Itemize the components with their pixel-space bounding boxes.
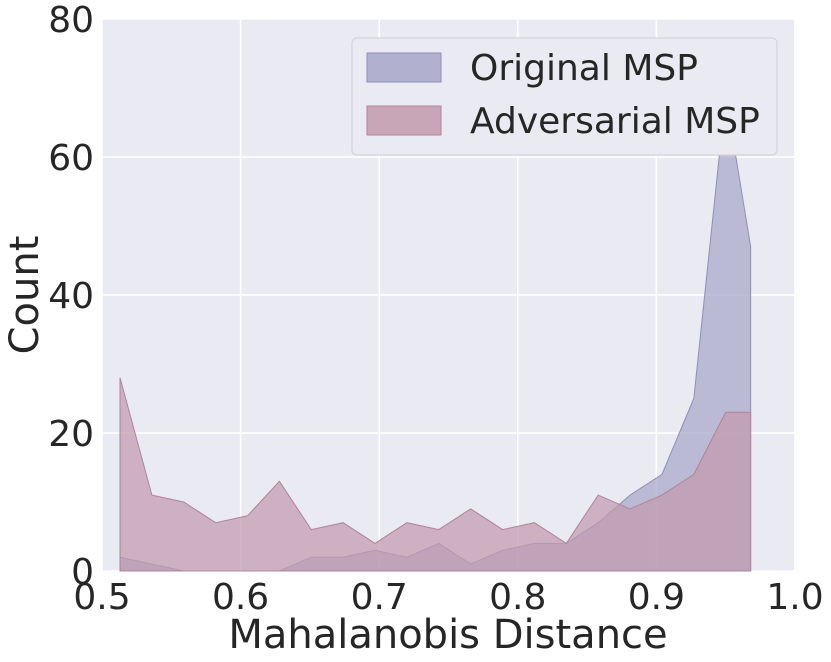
x-axis-label: Mahalanobis Distance bbox=[228, 612, 667, 658]
y-tick-label: 40 bbox=[48, 276, 94, 317]
x-tick-label: 0.6 bbox=[212, 577, 269, 618]
legend-label-adversarial: Adversarial MSP bbox=[470, 101, 760, 142]
y-tick-label: 0 bbox=[71, 552, 94, 593]
x-tick-label: 1.0 bbox=[766, 577, 823, 618]
series-area-adversarial-msp bbox=[119, 377, 752, 572]
x-tick-label: 0.9 bbox=[628, 577, 685, 618]
x-tick-label: 0.5 bbox=[73, 577, 130, 618]
y-tick-label: 60 bbox=[48, 138, 94, 179]
legend-swatch-original bbox=[366, 52, 442, 83]
legend-frame bbox=[351, 37, 778, 156]
x-tick-labels: 0.5 0.6 0.7 0.8 0.9 1.0 bbox=[73, 577, 823, 618]
x-tick-label: 0.7 bbox=[351, 577, 408, 618]
y-tick-label: 20 bbox=[48, 414, 94, 455]
y-tick-labels: 0 20 40 60 80 bbox=[48, 0, 94, 593]
series-areas bbox=[119, 94, 752, 572]
legend: Original MSP Adversarial MSP bbox=[351, 37, 778, 156]
legend-label-original: Original MSP bbox=[470, 48, 698, 89]
legend-swatch-adversarial bbox=[366, 105, 442, 136]
y-tick-label: 80 bbox=[48, 0, 94, 41]
x-tick-label: 0.8 bbox=[489, 577, 546, 618]
y-axis-label: Count bbox=[2, 236, 48, 355]
